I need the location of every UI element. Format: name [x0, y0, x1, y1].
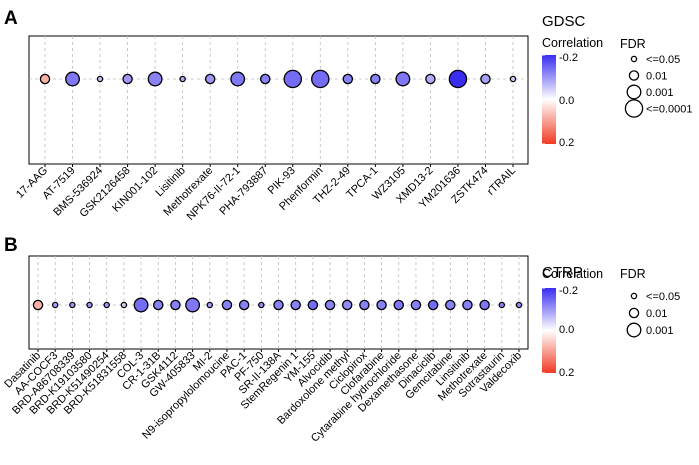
panel-title: GDSC [542, 13, 586, 30]
size-legend-key [630, 292, 638, 300]
size-legend-label: 0.01 [646, 308, 667, 320]
panel-label: B [4, 235, 18, 256]
size-legend-key [630, 55, 638, 63]
colorbar-tick-label: 0.2 [559, 137, 574, 149]
data-point [324, 299, 336, 311]
data-point [480, 73, 491, 85]
size-legend-title: FDR [620, 37, 646, 51]
size-legend-label: 0.001 [646, 87, 674, 99]
data-point [51, 301, 59, 309]
data-point [39, 73, 51, 85]
data-point [342, 73, 354, 85]
data-point [498, 301, 506, 309]
data-point [185, 297, 201, 313]
data-point [221, 299, 233, 311]
size-legend-key [628, 70, 640, 81]
data-point [509, 75, 517, 83]
data-point [283, 69, 303, 89]
data-point [32, 299, 44, 311]
data-point [359, 299, 370, 311]
colorbar-tick-label: 0.0 [559, 324, 574, 336]
data-point [152, 299, 164, 311]
data-point [133, 297, 149, 313]
data-point [96, 75, 104, 83]
data-point [370, 73, 381, 85]
colorbar-tick-label: 0.0 [559, 95, 574, 107]
data-point [103, 301, 110, 309]
colorbar-tick-label: -0.2 [559, 285, 578, 297]
data-point [448, 69, 468, 89]
colorbar-tick-label: -0.2 [559, 52, 578, 64]
data-point [290, 299, 301, 311]
data-point [65, 71, 80, 87]
data-point [376, 299, 387, 311]
data-point [307, 299, 319, 311]
data-point [479, 299, 490, 311]
panel-label: A [4, 8, 18, 29]
colorbar-title: Correlation [542, 36, 603, 50]
data-point [86, 301, 93, 309]
data-point [120, 301, 128, 309]
panel-title: CTRP [542, 264, 583, 281]
data-point [122, 73, 133, 85]
size-legend-label: <=0.0001 [646, 104, 693, 116]
size-legend-title: FDR [620, 267, 646, 281]
data-point [341, 299, 353, 311]
size-legend-key [624, 99, 644, 118]
size-legend-key [626, 322, 642, 338]
data-point [515, 301, 523, 309]
data-point [230, 71, 246, 87]
size-legend-label: <=0.05 [646, 54, 680, 66]
colorbar [542, 55, 556, 144]
data-point [259, 73, 271, 85]
data-point [427, 299, 439, 311]
data-point [204, 73, 216, 85]
colorbar-title: Correlation [542, 267, 603, 281]
data-point [445, 299, 456, 311]
data-point [410, 299, 422, 311]
size-legend-key [628, 307, 640, 319]
data-point [69, 301, 76, 309]
data-point [179, 75, 186, 83]
size-legend-label: 0.01 [646, 71, 667, 83]
data-point [462, 299, 473, 311]
x-tick-label: rTRAIL [485, 165, 518, 198]
data-point [311, 69, 330, 89]
data-point [273, 299, 284, 311]
data-point [147, 71, 163, 87]
size-legend-label: <=0.05 [646, 291, 680, 303]
data-point [238, 299, 250, 311]
size-legend-label: 0.001 [646, 325, 674, 337]
plot-frame [28, 35, 529, 165]
colorbar-tick-label: 0.2 [559, 367, 574, 379]
data-point [395, 71, 411, 87]
data-point [170, 299, 181, 311]
data-point [393, 299, 404, 311]
data-point [425, 73, 436, 85]
size-legend-key [626, 84, 642, 100]
data-point [206, 301, 214, 309]
colorbar [542, 288, 556, 373]
data-point [258, 301, 265, 309]
